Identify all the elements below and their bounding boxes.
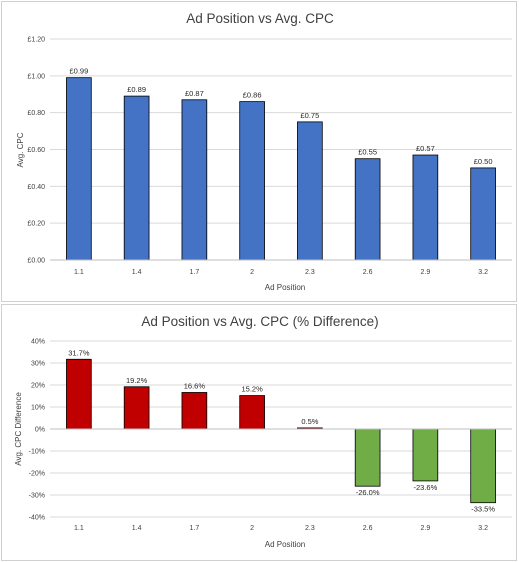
bar — [123, 386, 150, 430]
x-tick-label: 2 — [250, 525, 254, 532]
plot-area: -40% -30% -20% -10% 0% 10% 20% 30% 40% 31.7% 1.1 19… — [29, 339, 512, 532]
x-axis-title: Ad Position — [265, 283, 305, 292]
data-label: 19.2% — [126, 376, 148, 385]
cpc-chart: Ad Position vs Avg. CPC Ad Position Avg.… — [16, 11, 512, 292]
data-label: 31.7% — [68, 348, 90, 357]
data-label: -23.6% — [413, 483, 437, 492]
chart-panel-cpc: Ad Position vs Avg. CPC Ad Position Avg.… — [1, 1, 517, 302]
bar — [354, 158, 381, 261]
plot-area: £0.00 £0.20 £0.40 £0.60 £0.80 £1.00 £1.20 £0.99… — [27, 37, 512, 276]
bar — [470, 428, 496, 504]
y-tick-label: £0.40 — [27, 184, 45, 191]
x-tick-label: 1.4 — [132, 525, 142, 532]
bar — [181, 99, 208, 261]
data-label: £0.57 — [416, 144, 435, 153]
chart-title: Ad Position vs Avg. CPC (% Difference) — [141, 314, 378, 329]
bar — [66, 358, 92, 430]
y-tick-label: £0.80 — [27, 110, 45, 117]
y-axis-title: Avg. CPC Difference — [14, 392, 23, 466]
data-label: -33.5% — [471, 505, 495, 514]
x-axis-title: Ad Position — [265, 540, 305, 549]
chart-panel-cpc-difference: Ad Position vs Avg. CPC (% Difference) A… — [1, 304, 517, 561]
bar — [297, 121, 323, 261]
data-label: £0.75 — [300, 111, 319, 120]
x-tick-label: 1.4 — [132, 269, 142, 276]
bar — [123, 95, 150, 261]
y-tick-label: -10% — [29, 449, 45, 456]
data-label: 0.5% — [301, 417, 318, 426]
y-tick-label: £0.20 — [27, 221, 45, 228]
bar — [239, 395, 265, 430]
y-tick-label: 30% — [31, 361, 45, 368]
y-tick-label: 40% — [31, 339, 45, 346]
y-tick-label: £0.00 — [27, 258, 45, 265]
data-label: £0.89 — [127, 85, 146, 94]
y-tick-label: £1.00 — [27, 73, 45, 80]
data-label: £0.86 — [243, 91, 262, 100]
data-label: -26.0% — [356, 488, 380, 497]
y-tick-label: -40% — [29, 515, 45, 522]
chart-title: Ad Position vs Avg. CPC — [186, 11, 334, 26]
bar — [181, 392, 208, 430]
data-label: £0.99 — [69, 67, 88, 76]
y-tick-label: -30% — [29, 493, 45, 500]
data-label: £0.87 — [185, 89, 204, 98]
data-label: £0.50 — [474, 157, 493, 166]
data-label: 16.6% — [184, 381, 206, 390]
y-tick-label: 10% — [31, 405, 45, 412]
y-tick-label: 0% — [35, 427, 45, 434]
y-tick-label: 20% — [31, 383, 45, 390]
x-tick-label: 1.7 — [190, 269, 200, 276]
y-tick-label: -20% — [29, 471, 45, 478]
x-tick-label: 2.6 — [363, 269, 373, 276]
x-tick-label: 2.3 — [305, 525, 315, 532]
bar — [412, 428, 439, 482]
x-tick-label: 2.3 — [305, 269, 315, 276]
x-tick-label: 3.2 — [478, 525, 488, 532]
x-tick-label: 2.9 — [421, 525, 431, 532]
y-tick-label: £1.20 — [27, 37, 45, 44]
y-tick-label: £0.60 — [27, 147, 45, 154]
bar — [470, 167, 496, 261]
cpc-difference-chart: Ad Position vs Avg. CPC (% Difference) A… — [14, 314, 512, 549]
data-label: 15.2% — [241, 385, 263, 394]
bar — [239, 101, 265, 261]
x-tick-label: 2.6 — [363, 525, 373, 532]
x-tick-label: 3.2 — [478, 269, 488, 276]
x-tick-label: 1.1 — [74, 525, 84, 532]
data-label: £0.55 — [358, 148, 377, 157]
bar — [66, 77, 92, 261]
y-axis-title: Avg. CPC — [16, 132, 25, 167]
x-tick-label: 1.1 — [74, 269, 84, 276]
bar — [412, 154, 439, 261]
x-tick-label: 2 — [250, 269, 254, 276]
bar — [354, 428, 381, 487]
x-tick-label: 2.9 — [421, 269, 431, 276]
x-tick-label: 1.7 — [190, 525, 200, 532]
